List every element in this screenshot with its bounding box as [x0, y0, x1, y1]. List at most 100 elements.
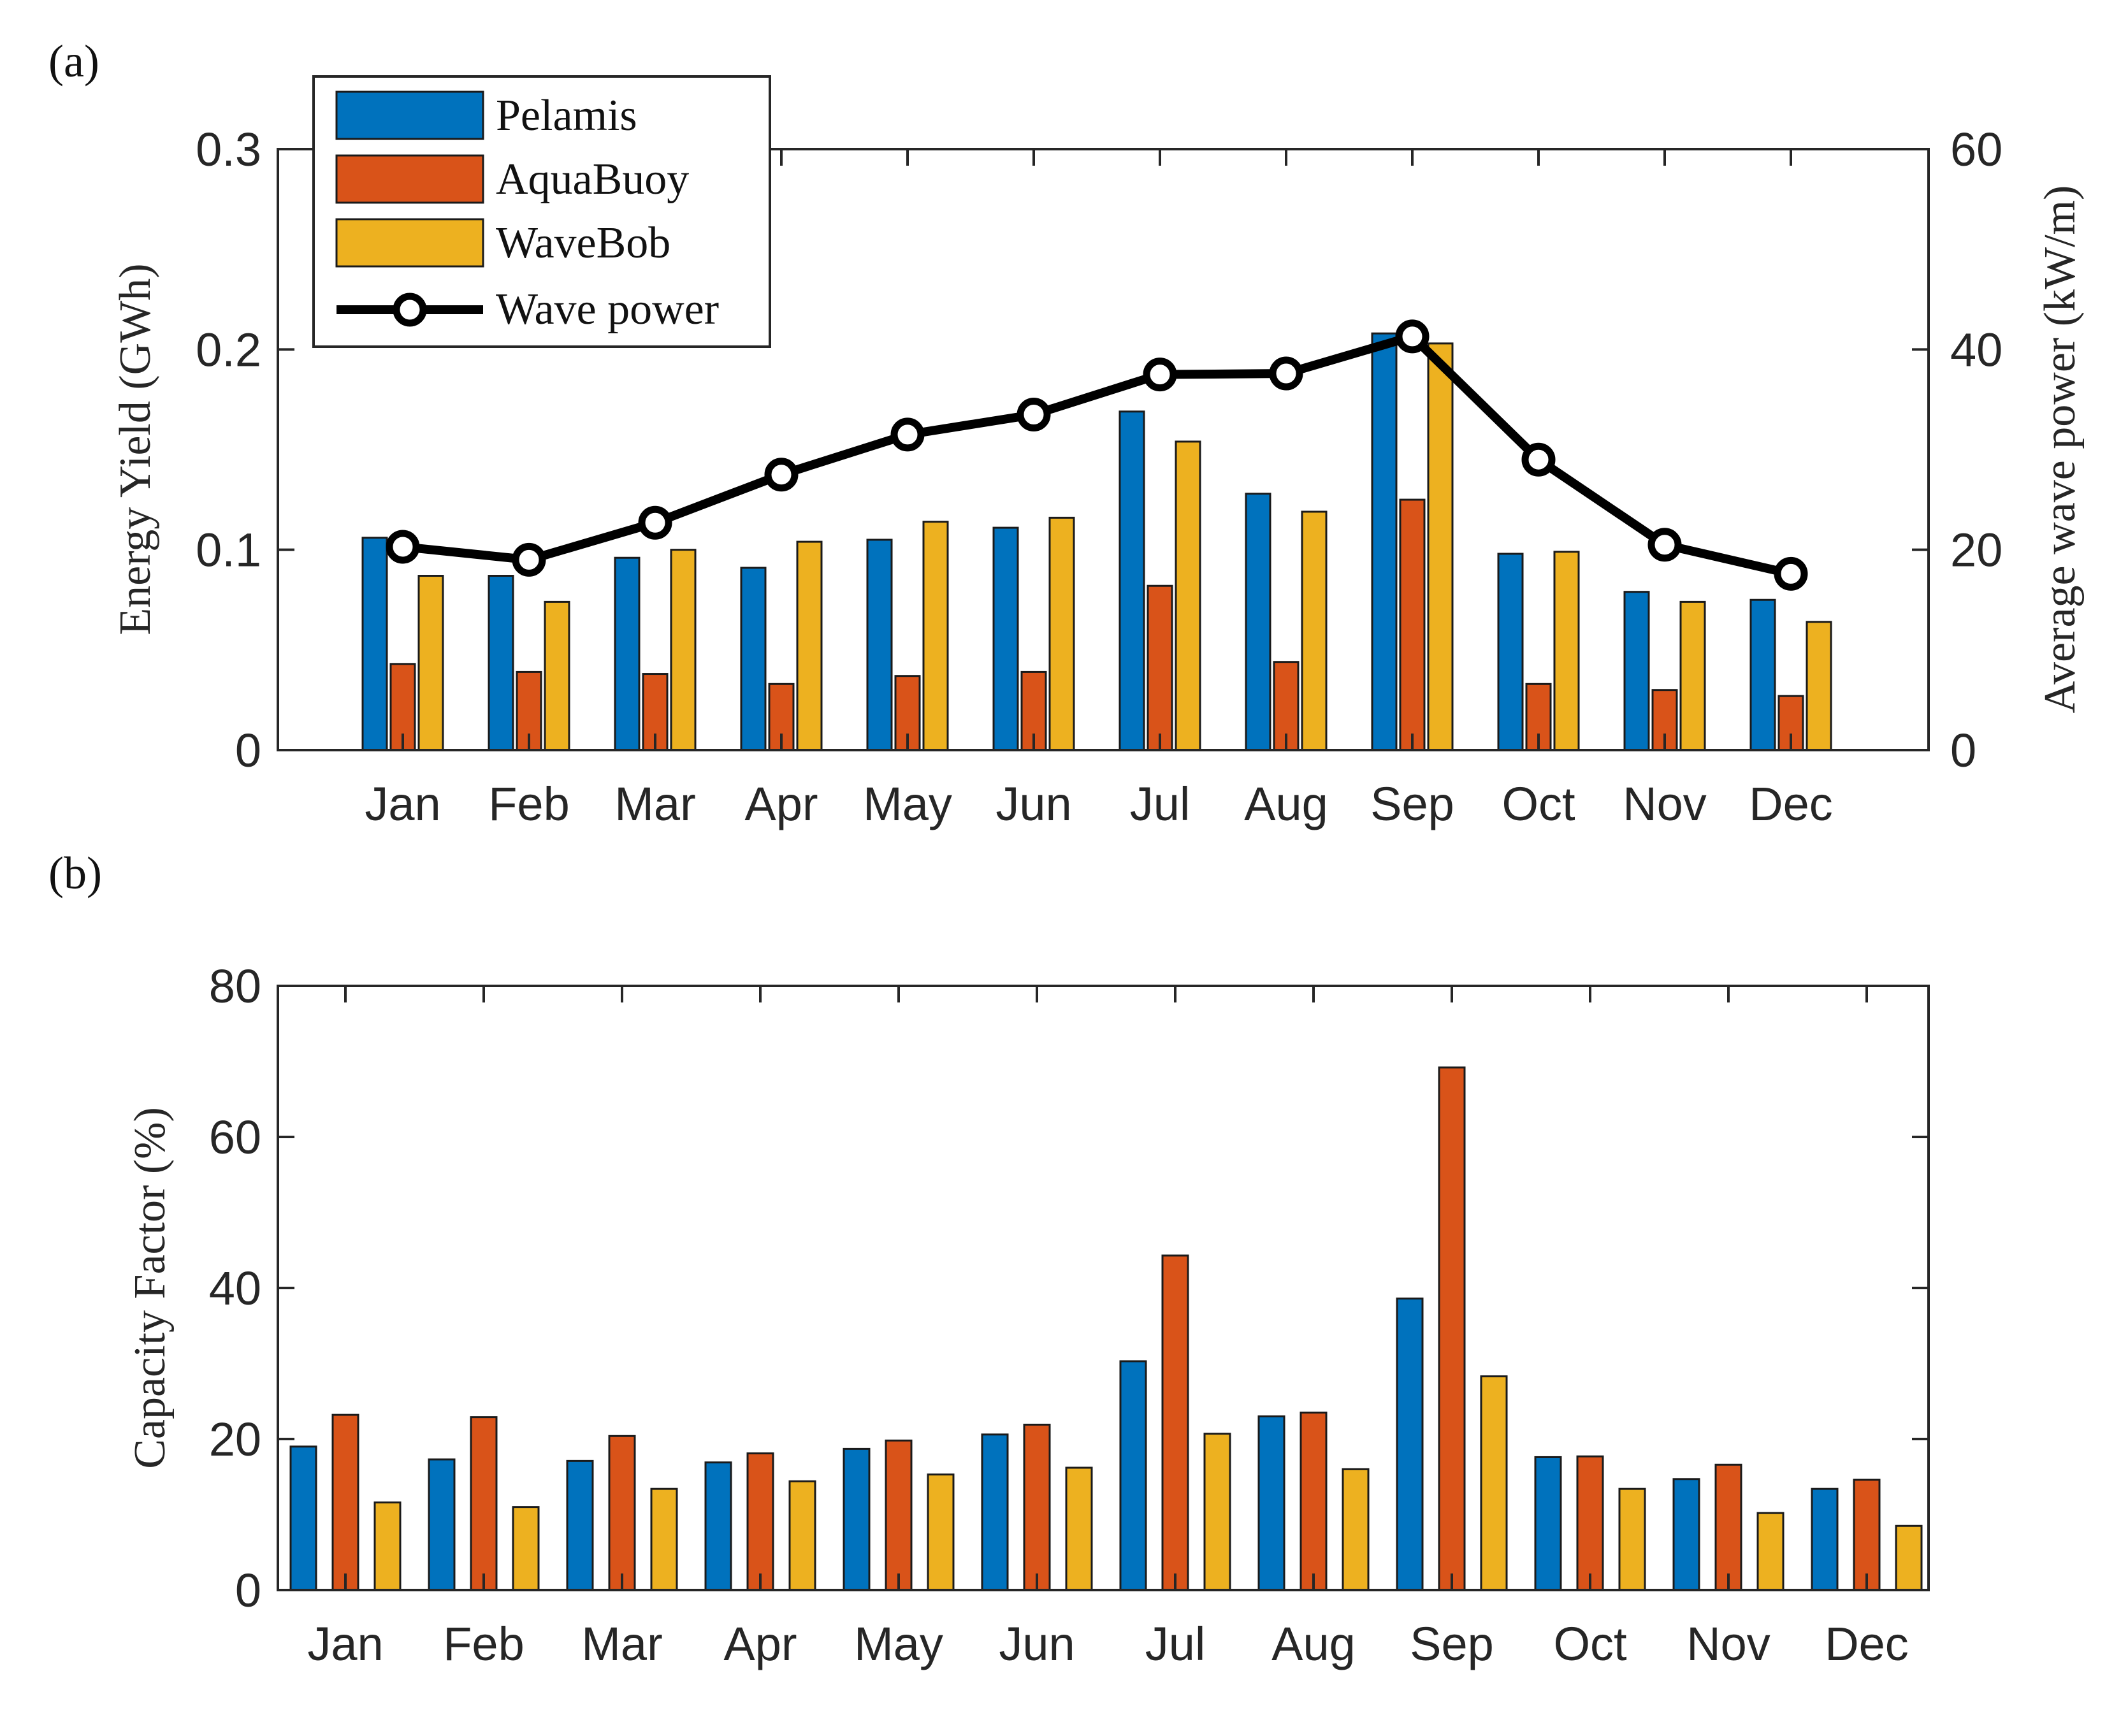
energy-yield-bars	[361, 332, 1832, 751]
bar-aquabuoy-dec	[1853, 1479, 1881, 1591]
bar-pelamis-sep	[1371, 332, 1398, 751]
bar-aquabuoy-apr	[746, 1452, 774, 1591]
y-tick-label: 80	[209, 960, 261, 1013]
bar-wavebob-apr	[788, 1480, 816, 1591]
bar-wavebob-jul	[1175, 440, 1201, 751]
bar-pelamis-jul	[1119, 410, 1145, 751]
right-y-ticks: 0 20 40 60	[1912, 123, 2002, 777]
bar-aquabuoy-feb	[470, 1416, 498, 1591]
bar-wavebob-jan	[373, 1501, 402, 1591]
bar-wavebob-aug	[1301, 510, 1328, 751]
panel-label-b: (b)	[48, 848, 102, 899]
bar-wavebob-mar	[650, 1487, 678, 1591]
legend-label-wave-power: Wave power	[496, 285, 719, 334]
legend-label-aquabuoy: AquaBuoy	[496, 155, 689, 204]
bar-wavebob-dec	[1806, 621, 1832, 751]
x-tick-label-jul: Jul	[1130, 778, 1191, 830]
bar-wavebob-jun	[1065, 1466, 1093, 1591]
bar-pelamis-dec	[1811, 1487, 1839, 1591]
bar-wavebob-nov	[1679, 600, 1706, 751]
bar-pelamis-oct	[1534, 1456, 1562, 1591]
wave-power-marker-nov	[1647, 528, 1682, 562]
y-tick-label: 40	[209, 1262, 261, 1315]
x-tick-label-aug: Aug	[1271, 1617, 1356, 1670]
bar-pelamis-jan	[289, 1445, 317, 1591]
wave-power-marker-dec	[1774, 556, 1808, 591]
bar-pelamis-nov	[1623, 591, 1650, 751]
x-tick-label-sep: Sep	[1410, 1617, 1494, 1670]
plot-area-a	[277, 148, 1930, 751]
bar-wavebob-nov	[1756, 1512, 1785, 1591]
wave-power-marker-aug	[1269, 356, 1303, 391]
bar-wavebob-jun	[1048, 516, 1075, 751]
x-tick-label-jul: Jul	[1145, 1617, 1206, 1670]
bar-aquabuoy-sep	[1438, 1066, 1466, 1591]
y-axis-label-b: Capacity Factor (%)	[126, 1107, 175, 1469]
x-tick-label-oct: Oct	[1553, 1617, 1627, 1670]
bar-pelamis-jun	[992, 526, 1019, 751]
bar-pelamis-may	[843, 1447, 871, 1591]
wave-power-marker-mar	[638, 505, 672, 540]
x-tick-label-feb: Feb	[488, 778, 570, 830]
bar-pelamis-mar	[614, 556, 641, 751]
energy-yield-chart: (a) 0 0.1 0.2 0.3 0 20 40 60 Jan Feb Mar Apr May Ju…	[48, 36, 2085, 830]
bar-pelamis-jan	[361, 537, 388, 751]
x-tick-label-feb: Feb	[443, 1617, 525, 1670]
bar-wavebob-may	[922, 521, 949, 751]
wave-power-marker-feb	[512, 542, 546, 577]
x-tick-label-may: May	[863, 778, 952, 830]
wave-power-marker-sep	[1395, 319, 1430, 354]
bar-aquabuoy-jun	[1023, 1423, 1051, 1591]
y-tick-label: 0	[235, 1564, 261, 1617]
bar-wavebob-aug	[1342, 1468, 1370, 1591]
capacity-factor-chart: (b) 0 20 40 60 80 Jan Feb Mar Apr May Jun Jul Aug Se…	[48, 848, 1930, 1670]
x-tick-label-dec: Dec	[1825, 1617, 1909, 1670]
x-tick-label-may: May	[854, 1617, 943, 1670]
wave-power-markers	[386, 319, 1808, 591]
panel-label-a: (a)	[48, 36, 99, 87]
x-tick-label-oct: Oct	[1502, 778, 1575, 830]
bar-pelamis-dec	[1749, 598, 1776, 751]
legend-swatch-wavebob	[335, 218, 484, 268]
bar-pelamis-apr	[740, 567, 767, 751]
legend-label-wavebob: WaveBob	[496, 219, 670, 268]
x-tick-label-sep: Sep	[1370, 778, 1454, 830]
wave-power-marker-may	[890, 417, 925, 452]
bar-pelamis-feb	[488, 575, 514, 751]
legend: Pelamis AquaBuoy WaveBob Wave power	[312, 75, 771, 348]
bar-pelamis-mar	[566, 1459, 594, 1591]
y-tick-label: 0.3	[196, 123, 261, 176]
x-tick-label-aug: Aug	[1244, 778, 1328, 830]
wave-power-marker-jan	[386, 530, 420, 564]
x-tick-label-jun: Jun	[995, 778, 1071, 830]
wave-power-marker-oct	[1521, 442, 1556, 477]
bar-wavebob-feb	[544, 600, 570, 751]
x-tick-label-jan: Jan	[307, 1617, 383, 1670]
x-tick-label-jan: Jan	[365, 778, 440, 830]
left-y-ticks: 0 0.1 0.2 0.3	[196, 123, 294, 777]
y-tick-label: 60	[209, 1111, 261, 1164]
bar-aquabuoy-sep	[1399, 498, 1426, 751]
legend-swatch-pelamis	[335, 90, 484, 140]
x-tick-label-apr: Apr	[723, 1617, 797, 1670]
y-axis-label-a: Energy Yield (GWh)	[111, 263, 160, 635]
bar-wavebob-oct	[1618, 1487, 1646, 1591]
y-tick-label: 0	[235, 724, 261, 777]
bar-wavebob-may	[927, 1473, 955, 1591]
x-tick-label-mar: Mar	[614, 778, 695, 830]
x-ticks-b: Jan Feb Mar Apr May Jun Jul Aug Sep Oct Nov Dec	[307, 986, 1909, 1670]
bar-pelamis-oct	[1497, 553, 1524, 751]
wave-power-line	[398, 331, 1795, 579]
bar-pelamis-feb	[428, 1458, 456, 1591]
y2-tick-label: 40	[1950, 323, 2002, 376]
wave-power-marker-jul	[1143, 358, 1177, 392]
x-tick-label-nov: Nov	[1686, 1617, 1770, 1670]
bar-wavebob-jan	[417, 575, 444, 751]
bar-aquabuoy-jan	[331, 1414, 359, 1591]
wave-power-marker-jun	[1017, 397, 1051, 431]
bar-pelamis-aug	[1257, 1415, 1285, 1591]
x-ticks-a: Jan Feb Mar Apr May Jun Jul Aug Sep Oct Nov Dec	[365, 149, 1833, 830]
legend-label-pelamis: Pelamis	[496, 91, 637, 140]
x-tick-label-nov: Nov	[1623, 778, 1707, 830]
